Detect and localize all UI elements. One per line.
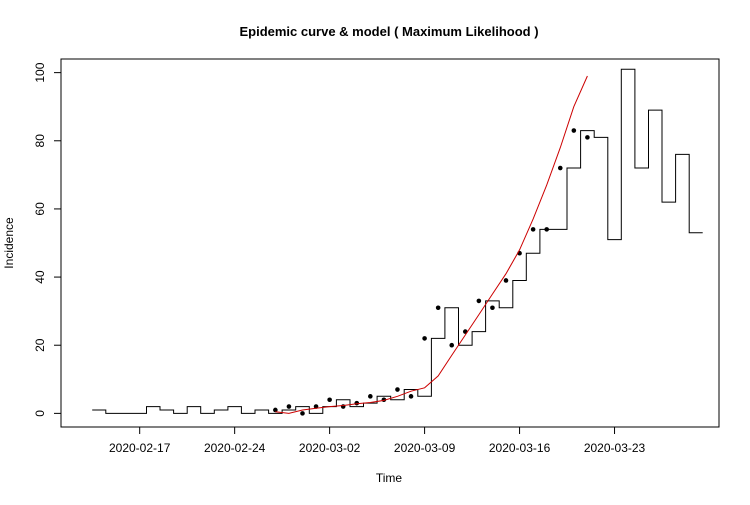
model-fit-line bbox=[275, 75, 588, 414]
observed-point bbox=[490, 305, 495, 311]
observed-point bbox=[327, 397, 332, 403]
x-tick-label: 2020-03-16 bbox=[489, 441, 551, 455]
y-tick-label: 80 bbox=[33, 134, 47, 148]
observed-point bbox=[571, 128, 577, 133]
y-tick-label: 40 bbox=[33, 270, 47, 284]
observed-point bbox=[585, 135, 590, 140]
y-axis: 0 20 40 60 80 100 bbox=[33, 62, 62, 417]
observed-point bbox=[557, 165, 563, 171]
x-tick-label: 2020-03-02 bbox=[299, 441, 361, 455]
x-tick-label: 2020-03-09 bbox=[394, 441, 456, 455]
y-axis-label: Incidence bbox=[2, 217, 16, 269]
incidence-step-line bbox=[92, 68, 703, 414]
x-axis-label: Time bbox=[376, 471, 403, 485]
observed-point bbox=[273, 407, 278, 413]
y-tick-label: 60 bbox=[33, 202, 47, 216]
observed-point bbox=[435, 305, 441, 311]
observed-point bbox=[408, 394, 414, 399]
plot-frame bbox=[60, 58, 720, 428]
observed-point bbox=[476, 298, 482, 304]
observed-point bbox=[395, 387, 400, 392]
observed-point bbox=[503, 278, 509, 283]
chart-title: Epidemic curve & model ( Maximum Likelih… bbox=[239, 24, 538, 39]
series-layer bbox=[92, 68, 703, 416]
observed-point bbox=[286, 404, 292, 409]
x-tick-label: 2020-02-17 bbox=[109, 441, 171, 455]
x-axis: 2020-02-17 2020-02-24 2020-03-02 2020-03-09… bbox=[109, 426, 646, 455]
x-tick-label: 2020-03-23 bbox=[584, 441, 646, 455]
observed-point bbox=[449, 342, 455, 348]
observed-point bbox=[300, 411, 305, 416]
y-tick-label: 0 bbox=[33, 410, 47, 417]
y-tick-label: 20 bbox=[33, 338, 47, 352]
observed-point bbox=[530, 227, 536, 232]
observed-point bbox=[544, 227, 549, 232]
y-tick-label: 100 bbox=[33, 62, 47, 82]
x-tick-label: 2020-02-24 bbox=[204, 441, 266, 455]
observed-point bbox=[368, 394, 373, 399]
observed-point bbox=[422, 336, 427, 341]
